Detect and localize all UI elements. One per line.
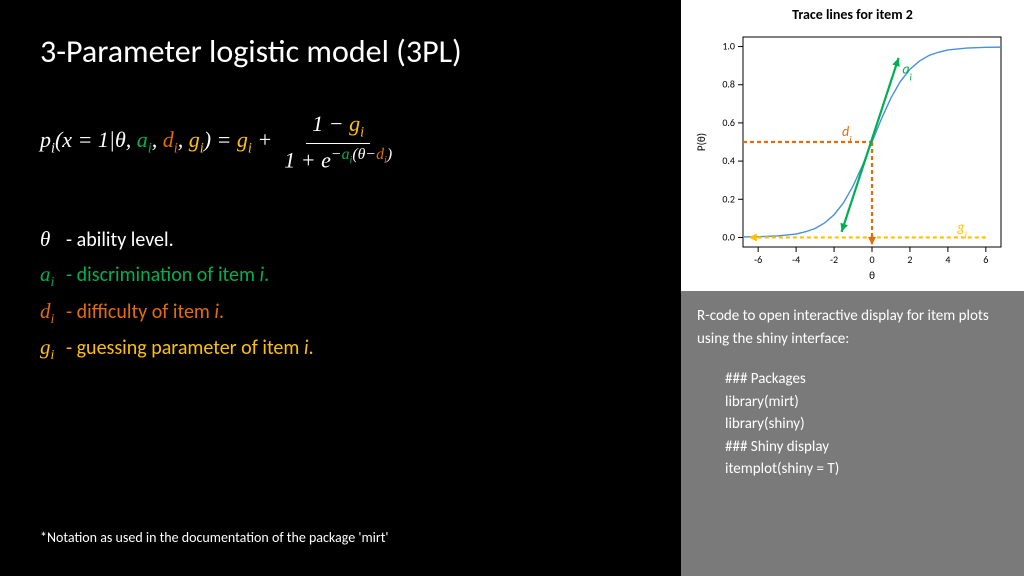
desc-g: - guessing parameter of item — [66, 336, 304, 360]
chart-panel: Trace lines for item 2 -6 -4 -2 0 2 4 6 0.0 0.2 0… — [681, 0, 1024, 291]
svg-text:0.6: 0.6 — [722, 116, 735, 129]
sym-g: g — [40, 335, 51, 359]
trace-plot: -6-4-202460.00.20.40.60.81.0θP(θ)gidiai — [689, 27, 1014, 283]
slide-title: 3-Parameter logistic model (3PL) — [40, 32, 661, 71]
svg-text:1.0: 1.0 — [722, 40, 735, 53]
def-a: ai - discrimination of item i. — [40, 257, 661, 293]
svg-text:-6: -6 — [754, 253, 762, 266]
right-column: Trace lines for item 2 -6 -4 -2 0 2 4 6 0.0 0.2 0… — [681, 0, 1024, 576]
rcode-intro: R-code to open interactive display for i… — [697, 305, 1008, 350]
def-g: gi - guessing parameter of item i. — [40, 330, 661, 366]
sym-d: d — [40, 299, 51, 323]
sym-a: a — [40, 262, 51, 286]
def-d: di - difficulty of item i. — [40, 294, 661, 330]
svg-text:0: 0 — [869, 253, 874, 266]
svg-text:0.0: 0.0 — [722, 230, 735, 243]
desc-a: - discrimination of item — [66, 263, 259, 287]
footnote: *Notation as used in the documentation o… — [40, 529, 661, 546]
slide-main: 3-Parameter logistic model (3PL) pi(x = … — [0, 0, 681, 576]
svg-text:2: 2 — [907, 253, 912, 266]
desc-d: - difficulty of item — [66, 300, 214, 324]
svg-text:0.2: 0.2 — [722, 192, 735, 205]
chart-title: Trace lines for item 2 — [689, 6, 1016, 23]
svg-text:-2: -2 — [830, 253, 838, 266]
sym-theta: θ — [40, 222, 66, 258]
parameter-definitions: θ - ability level. ai - discrimination o… — [40, 222, 661, 367]
def-theta: θ - ability level. — [40, 222, 661, 258]
rcode-block: ### Packages library(mirt) library(shiny… — [725, 368, 1008, 481]
svg-text:-4: -4 — [792, 253, 800, 266]
svg-text:4: 4 — [945, 253, 950, 266]
svg-text:6: 6 — [983, 253, 988, 266]
svg-text:P(θ): P(θ) — [695, 133, 708, 151]
desc-theta: - ability level. — [66, 223, 174, 257]
svg-text:0.4: 0.4 — [722, 154, 735, 167]
rcode-panel: R-code to open interactive display for i… — [681, 291, 1024, 576]
svg-text:0.8: 0.8 — [722, 78, 735, 91]
formula: pi(x = 1|θ, ai, di, gi) = gi + 1 − gi 1 … — [40, 111, 661, 174]
svg-text:ai: ai — [902, 60, 912, 83]
svg-text:θ: θ — [869, 269, 875, 282]
